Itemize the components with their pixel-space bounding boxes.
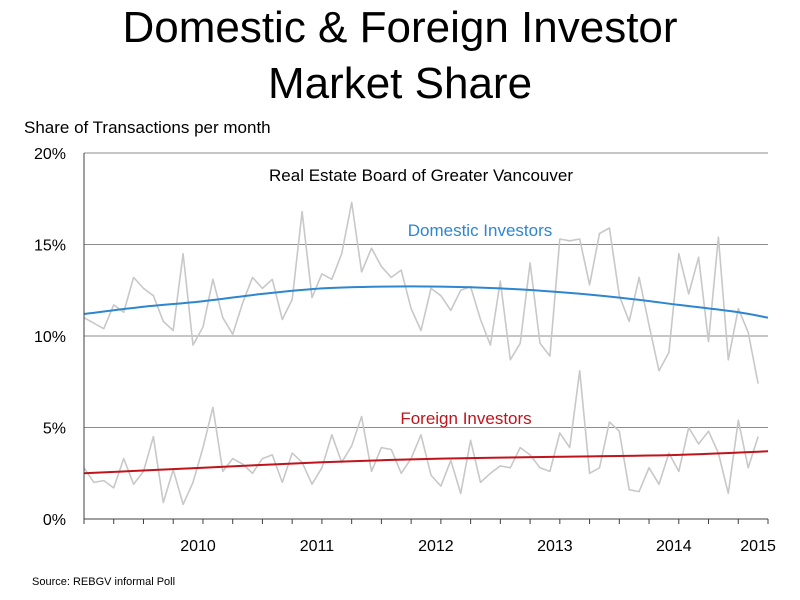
monthly-series-line	[83, 201, 759, 384]
x-tick-labels: 2010 2011 2012 2013 2014 2015	[180, 538, 776, 555]
series-label-foreign: Foreign Investors	[400, 409, 531, 428]
trend-line-domestic	[83, 285, 769, 319]
chart-title-line-2: Market Share	[267, 59, 533, 108]
x-tick-label: 2010	[180, 538, 216, 555]
axes	[83, 153, 769, 524]
monthly-series	[83, 201, 759, 506]
trend-series	[83, 285, 769, 475]
monthly-series-line	[83, 369, 759, 506]
y-axis-label: Share of Transactions per month	[24, 118, 271, 137]
chart-annotation: Real Estate Board of Greater Vancouver	[269, 166, 573, 185]
source-note: Source: REBGV informal Poll	[32, 576, 176, 588]
y-tick-label: 20%	[34, 146, 66, 163]
x-tick-label: 2015	[740, 538, 776, 555]
trend-line-foreign	[83, 450, 769, 475]
y-tick-label: 0%	[43, 512, 66, 529]
y-tick-label: 10%	[34, 329, 66, 346]
y-tick-labels: 0% 5% 10% 15% 20%	[34, 146, 66, 529]
x-tick-label: 2011	[300, 538, 335, 555]
series-label-domestic: Domestic Investors	[408, 221, 553, 240]
x-tick-label: 2012	[418, 538, 454, 555]
y-tick-label: 15%	[34, 238, 66, 255]
y-tick-label: 5%	[43, 421, 66, 438]
x-tick-label: 2014	[656, 538, 692, 555]
chart-title-line-1: Domestic & Foreign Investor	[122, 3, 678, 52]
x-tick-label: 2013	[537, 538, 573, 555]
